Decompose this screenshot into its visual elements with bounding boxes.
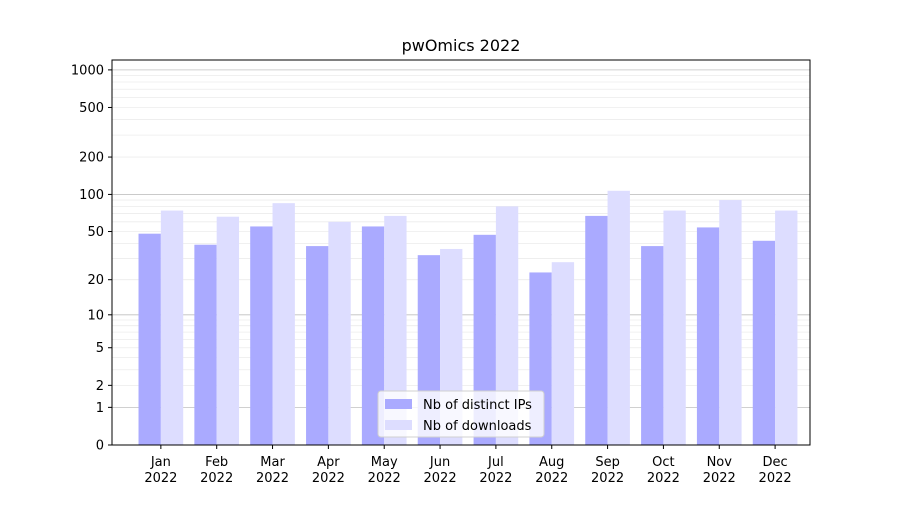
x-tick-label-month: Oct — [652, 455, 674, 470]
x-tick-label-year: 2022 — [535, 471, 568, 486]
bar-downloads-oct — [663, 210, 686, 445]
x-tick-label-month: Dec — [763, 455, 788, 470]
x-tick-label-month: Sep — [595, 455, 620, 470]
x-tick-label-month: Apr — [317, 455, 340, 470]
bar-downloads-dec — [775, 210, 798, 445]
y-tick-label: 1 — [96, 401, 104, 416]
legend-box — [377, 390, 545, 438]
y-tick-label: 5 — [96, 341, 104, 356]
y-tick-label: 50 — [87, 225, 104, 240]
x-tick-label-month: Mar — [260, 455, 285, 470]
x-axis: Jan2022Feb2022Mar2022Apr2022May2022Jun20… — [144, 445, 792, 486]
bar-downloads-jul — [495, 206, 519, 445]
y-tick-label: 20 — [87, 273, 104, 288]
bar-downloads-feb — [216, 216, 240, 445]
y-tick-label: 10 — [87, 308, 104, 323]
x-tick-label-month: Aug — [539, 455, 564, 470]
legend-label: Nb of downloads — [423, 419, 532, 434]
legend-label: Nb of distinct IPs — [423, 398, 532, 413]
bar-downloads-mar — [272, 203, 295, 445]
bar-downloads-apr — [328, 221, 351, 445]
bar-distinct-ips-sep — [585, 215, 608, 445]
y-axis: 0 1 2 5 10 20 50 100 200 500 1000 — [71, 63, 112, 454]
x-tick-label-year: 2022 — [591, 471, 624, 486]
y-tick-label: 1000 — [71, 63, 104, 78]
x-tick-label-year: 2022 — [368, 471, 401, 486]
x-tick-label-month: Jul — [487, 455, 504, 470]
y-tick-label: 500 — [79, 101, 104, 116]
chart-title: pwOmics 2022 — [402, 36, 521, 55]
y-tick-label: 200 — [79, 151, 104, 166]
y-tick-label: 2 — [96, 379, 104, 394]
x-tick-label-year: 2022 — [479, 471, 512, 486]
x-tick-label-year: 2022 — [144, 471, 177, 486]
x-tick-label-month: Jun — [429, 455, 450, 470]
plot-frame — [111, 59, 811, 446]
bar-distinct-ips-jan — [138, 233, 161, 445]
x-tick-label-month: Nov — [707, 455, 733, 470]
y-tick-label: 100 — [79, 188, 104, 203]
legend-swatch — [385, 399, 412, 409]
x-tick-label-month: Jan — [150, 455, 171, 470]
bar-distinct-ips-may — [361, 226, 385, 445]
x-tick-label-month: May — [371, 455, 398, 470]
x-tick-label-year: 2022 — [200, 471, 233, 486]
bar-distinct-ips-apr — [306, 246, 329, 445]
legend-swatch — [385, 420, 412, 430]
bar-downloads-sep — [607, 190, 630, 445]
x-tick-label-year: 2022 — [424, 471, 457, 486]
bar-distinct-ips-mar — [250, 226, 273, 445]
bar-downloads-nov — [719, 200, 742, 445]
legend: Nb of distinct IPs Nb of downloads — [377, 390, 545, 438]
bar-distinct-ips-oct — [641, 246, 664, 445]
x-tick-label-year: 2022 — [703, 471, 736, 486]
x-tick-label-month: Feb — [205, 455, 228, 470]
bar-distinct-ips-nov — [696, 227, 720, 445]
bar-downloads-jan — [160, 210, 184, 445]
x-tick-label-year: 2022 — [647, 471, 680, 486]
x-tick-label-year: 2022 — [256, 471, 289, 486]
bar-distinct-ips-dec — [752, 240, 776, 445]
x-tick-label-year: 2022 — [759, 471, 792, 486]
bar-downloads-aug — [551, 262, 575, 445]
y-tick-label: 0 — [96, 439, 104, 454]
x-tick-label-year: 2022 — [312, 471, 345, 486]
bar-distinct-ips-feb — [194, 244, 217, 445]
bar-downloads-may — [384, 215, 407, 445]
